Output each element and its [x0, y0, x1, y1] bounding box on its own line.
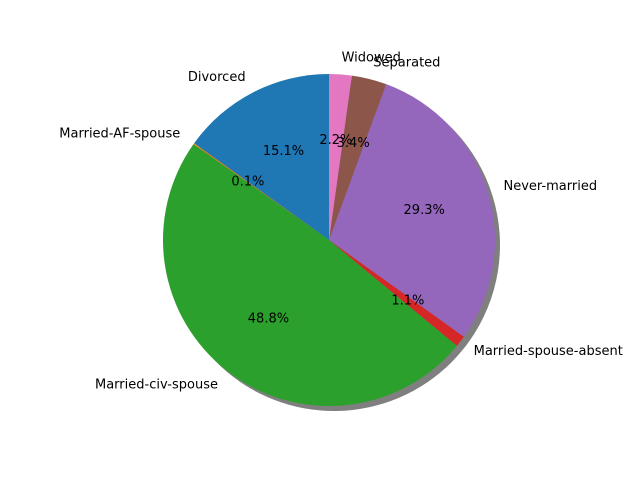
slice-pct-widowed: 2.2% — [319, 133, 352, 148]
slice-label-never-married: Never-married — [504, 179, 598, 194]
slice-separated — [329, 75, 387, 240]
slice-pct-married-spouse-absent: 1.1% — [391, 293, 424, 308]
slice-married-spouse-absent — [329, 240, 464, 346]
slice-divorced — [194, 74, 329, 240]
slice-pct-separated: 3.4% — [337, 136, 370, 151]
slice-pct-never-married: 29.3% — [404, 203, 445, 218]
slice-label-married-af-spouse: Married-AF-spouse — [59, 127, 180, 142]
pie-labels: Divorced 15.1% Married-AF-spouse 0.1% Marrie… — [59, 50, 623, 392]
slice-label-married-spouse-absent: Married-spouse-absent — [474, 344, 623, 359]
slice-pct-divorced: 15.1% — [263, 144, 304, 159]
slice-pct-married-civ-spouse: 48.8% — [248, 312, 289, 327]
slice-label-divorced: Divorced — [188, 70, 246, 85]
slice-never-married — [329, 84, 495, 337]
slice-label-married-civ-spouse: Married-civ-spouse — [95, 377, 218, 392]
slice-widowed — [329, 74, 352, 240]
pie-slices — [162, 74, 495, 407]
slice-married-af-spouse — [193, 143, 329, 240]
slice-pct-married-af-spouse: 0.1% — [231, 175, 264, 190]
slice-label-widowed: Widowed — [342, 50, 401, 65]
slice-label-separated: Separated — [373, 55, 440, 70]
slice-married-civ-spouse — [162, 144, 457, 407]
